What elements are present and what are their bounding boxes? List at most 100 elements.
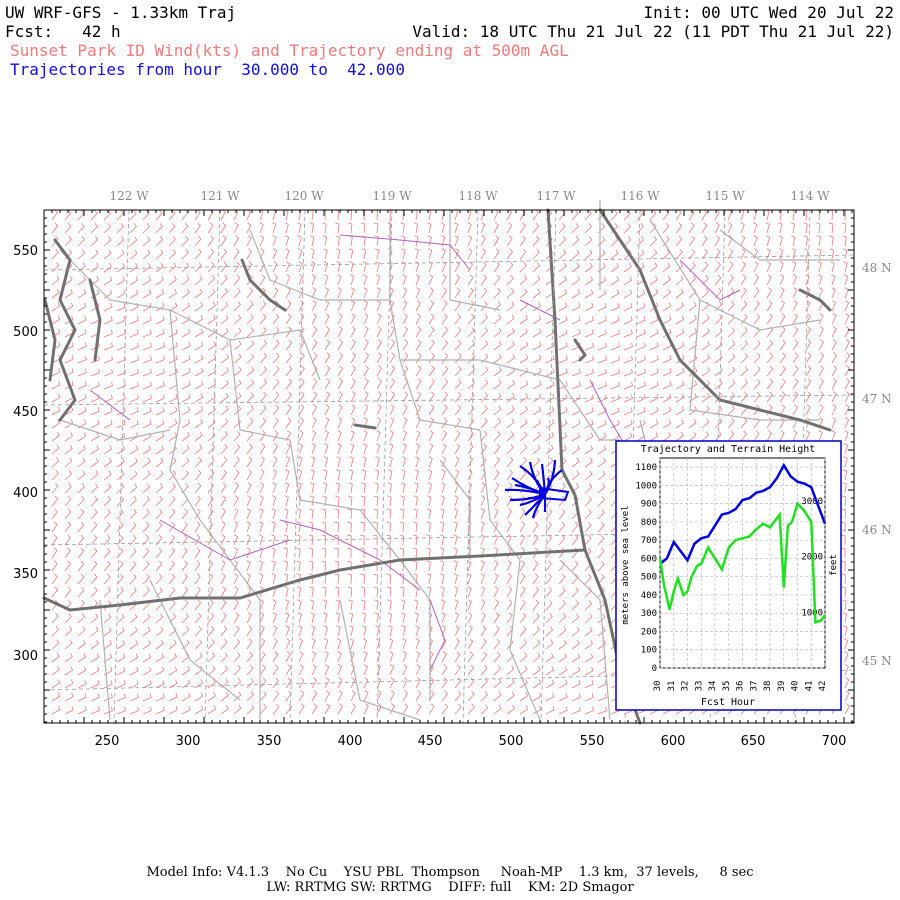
county-line	[559, 379, 620, 441]
state-border	[798, 288, 832, 312]
inset-x-tick: 40	[791, 681, 801, 692]
county-line	[59, 419, 171, 441]
inset-x-tick: 39	[777, 681, 787, 692]
county-line	[249, 229, 321, 301]
inset-y-tick: 200	[641, 627, 657, 637]
frame-tick-marks	[43, 209, 854, 723]
county-line	[169, 309, 201, 521]
county-line	[689, 299, 820, 421]
inset-y-tick: 100	[641, 646, 657, 656]
latitude-label: 47 N	[862, 392, 892, 406]
county-line	[229, 339, 301, 501]
x-tick-label: 250	[95, 734, 120, 749]
river-line	[679, 259, 741, 301]
x-tick-label: 300	[176, 734, 201, 749]
meridian-line	[376, 209, 393, 724]
inset-x-tick: 35	[722, 681, 732, 692]
trajectory-path	[527, 492, 546, 500]
county-line	[649, 219, 821, 331]
trajectory-range: Trajectories from hour 30.000 to 42.000	[10, 60, 405, 79]
inset-x-label: Fcst Hour	[701, 697, 755, 708]
longitude-label: 117 W	[536, 189, 576, 203]
inset-y-label: meters above sea level	[621, 505, 631, 624]
trajectory-endpoint	[539, 486, 570, 502]
longitude-label: 114 W	[790, 189, 830, 203]
parallel-line	[43, 394, 855, 406]
y-tick-label: 400	[13, 486, 38, 501]
county-line	[149, 579, 241, 701]
inset-y-tick: 1000	[635, 481, 657, 491]
county-line	[199, 519, 261, 720]
model-info: Model Info: V4.1.3 No Cu YSU PBL Thompso…	[146, 865, 754, 880]
x-tick-label: 400	[338, 734, 363, 749]
inset-x-tick: 36	[736, 681, 746, 692]
river-line	[429, 599, 446, 671]
inset-y-tick: 700	[641, 536, 657, 546]
state-border	[598, 208, 832, 432]
inset-x-tick: 32	[681, 681, 691, 692]
meridian-line	[462, 209, 479, 724]
parallel-line	[43, 254, 855, 271]
inset-y-tick: 800	[641, 518, 657, 528]
river-line	[279, 519, 421, 591]
meridian-line	[113, 209, 130, 724]
longitude-label: 118 W	[458, 189, 498, 203]
county-line	[479, 429, 541, 721]
inset-x-tick: 33	[694, 681, 704, 692]
inset-y-tick: 500	[641, 573, 657, 583]
inset-y-tick-feet: 3000	[801, 497, 823, 507]
longitude-label: 115 W	[705, 189, 745, 203]
longitude-label: 116 W	[620, 189, 660, 203]
inset-x-tick: 34	[708, 681, 718, 692]
map-subtitle: Sunset Park ID Wind(kts) and Trajectory …	[10, 41, 569, 60]
meridian-line	[289, 209, 306, 724]
state-border	[353, 423, 377, 430]
forecast-hour: Fcst: 42 h	[5, 22, 121, 41]
inset-y-tick: 300	[641, 609, 657, 619]
state-border	[240, 258, 287, 312]
inset-y-tick: 0	[652, 664, 657, 674]
trajectory-path	[514, 483, 546, 496]
x-tick-label: 650	[741, 734, 766, 749]
river-line	[339, 234, 471, 271]
terrain-height-line	[658, 501, 827, 625]
y-tick-label: 350	[13, 567, 38, 582]
trajectory-path	[531, 493, 546, 519]
meridian-line	[204, 209, 221, 724]
y-tick-label: 550	[13, 244, 38, 259]
x-tick-label: 600	[661, 734, 686, 749]
model-physics: LW: RRTMG SW: RRTMG DIFF: full KM: 2D Sm…	[266, 880, 634, 895]
longitude-label: 119 W	[372, 189, 412, 203]
inset-x-tick: 30	[653, 681, 663, 692]
inset-x-tick: 41	[804, 681, 814, 692]
longitude-label: 120 W	[284, 189, 324, 203]
geography-lines	[42, 200, 840, 725]
state-border	[88, 278, 102, 362]
wind-barbs	[51, 209, 851, 715]
state-border	[43, 298, 57, 382]
trajectory-path	[544, 477, 550, 495]
latitude-label: 48 N	[862, 261, 892, 275]
inset-y-tick-feet: 1000	[801, 608, 823, 618]
x-tick-label: 550	[580, 734, 605, 749]
inset-y-tick: 400	[641, 591, 657, 601]
init-time: Init: 00 UTC Wed 20 Jul 22	[643, 3, 894, 22]
inset-y-tick: 900	[641, 500, 657, 510]
x-tick-label: 450	[418, 734, 443, 749]
map-ticks	[43, 209, 854, 723]
x-tick-label: 350	[257, 734, 282, 749]
map-title: UW WRF-GFS - 1.33km Traj	[5, 3, 237, 22]
trajectory-path	[540, 463, 547, 495]
y-tick-label: 450	[13, 405, 38, 420]
trajectory-height-line	[659, 462, 827, 565]
inset-y-tick: 1100	[635, 463, 657, 473]
barb-field	[51, 209, 851, 715]
meridian-line	[540, 209, 557, 724]
county-line	[320, 299, 481, 431]
y-tick-label: 500	[13, 325, 38, 340]
county-line	[59, 249, 321, 381]
map-axis-labels: 250 300 350 400 450 500 550 600 650 7005505004504…	[13, 189, 891, 749]
x-tick-label: 500	[499, 734, 524, 749]
inset-x-tick: 37	[749, 681, 759, 692]
